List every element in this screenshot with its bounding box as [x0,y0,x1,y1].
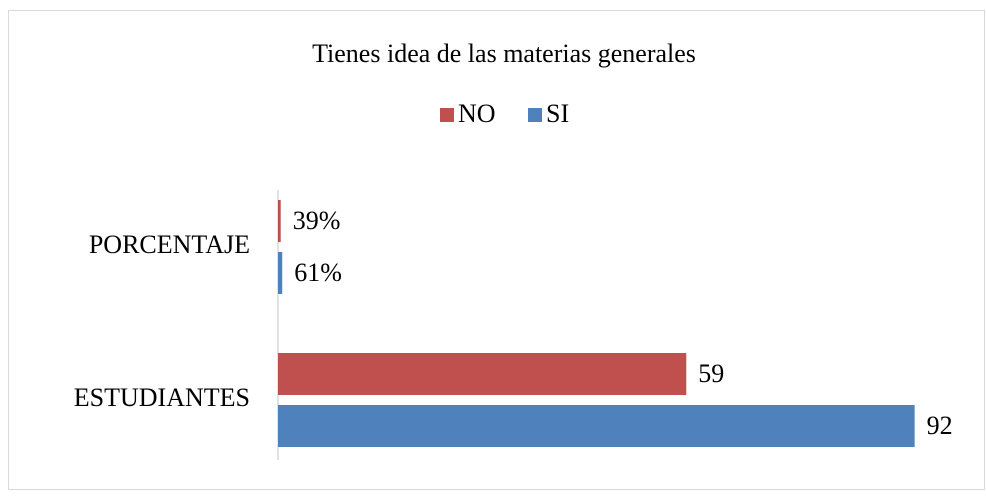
y-tick-label: ESTUDIANTES [74,383,250,412]
bar [278,405,915,447]
y-tick-label: PORCENTAJE [89,230,250,259]
bar [278,353,687,395]
data-label: 92 [927,411,953,440]
legend-label: SI [546,99,569,128]
chart-title: Tienes idea de las materias generales [312,39,696,68]
legend-label: NO [458,99,496,128]
data-label: 59 [698,359,724,388]
bar [278,200,281,242]
legend-swatch [440,108,454,122]
data-label: 39% [293,206,341,235]
bar [278,252,283,294]
legend-swatch [528,108,542,122]
data-label: 61% [294,258,342,287]
